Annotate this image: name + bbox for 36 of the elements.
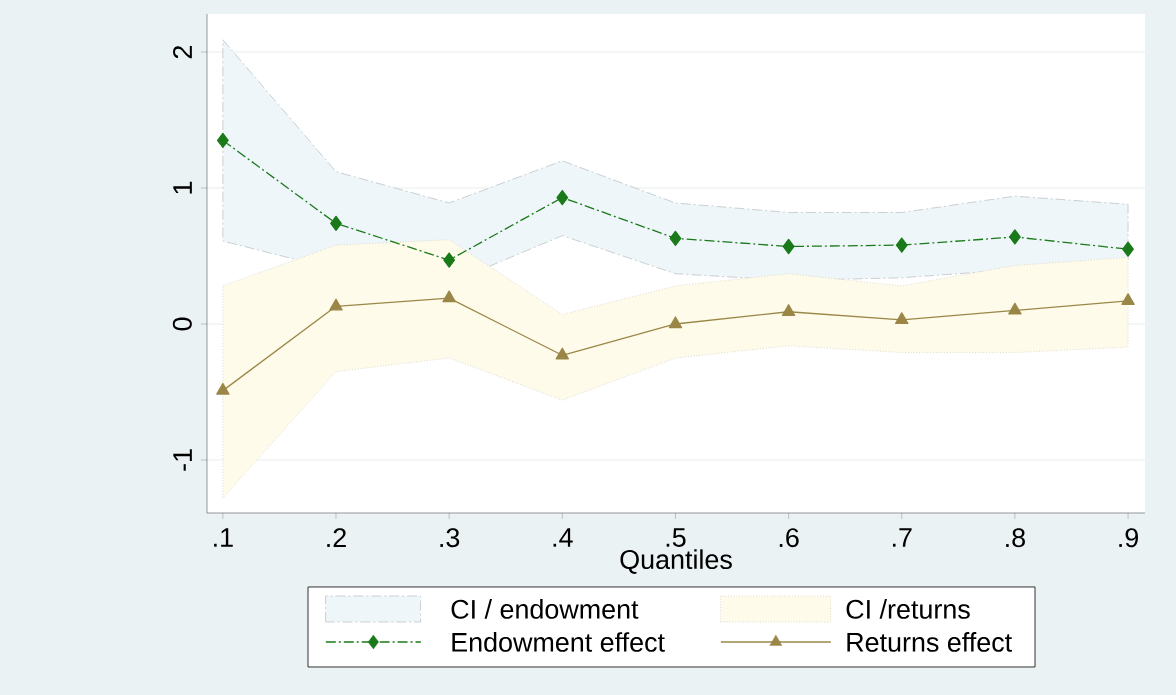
x-tick-label: .7 [892,528,912,547]
point [443,252,456,268]
y-tick-label: 0 [172,317,192,331]
legend-label: Endowment effect [452,632,665,652]
x-tick-label: .8 [1006,528,1025,548]
point [1009,229,1021,245]
point [329,298,343,311]
point [668,316,683,329]
point [781,304,796,316]
y-tick-label: 2 [173,45,192,59]
x-tick-label: .5 [666,528,686,547]
x-tick-label: .4 [553,528,573,547]
y-tick-label: 1 [173,181,192,194]
point [442,290,456,303]
point [895,312,909,325]
point [1121,293,1135,306]
text: CI / endowment [451,599,639,619]
x-axis-title: Quantiles [620,549,732,574]
x-tick-label: .3 [440,528,460,548]
point [895,237,908,253]
point [669,230,682,246]
point [330,215,342,232]
point [782,238,795,255]
y-tick-label: -1 [173,449,192,471]
x-tick-label: .6 [779,528,799,548]
point [1122,241,1134,257]
x-tick-label: .2 [327,528,346,547]
point [556,189,569,206]
point [555,347,570,360]
point [216,132,229,149]
x-tick-label: .1 [214,528,233,547]
point [1008,302,1022,315]
legend-label: Returns effect [847,632,1012,652]
x-tick-label: .9 [1119,528,1138,548]
text: CI /returns [846,599,970,619]
point [216,382,230,395]
